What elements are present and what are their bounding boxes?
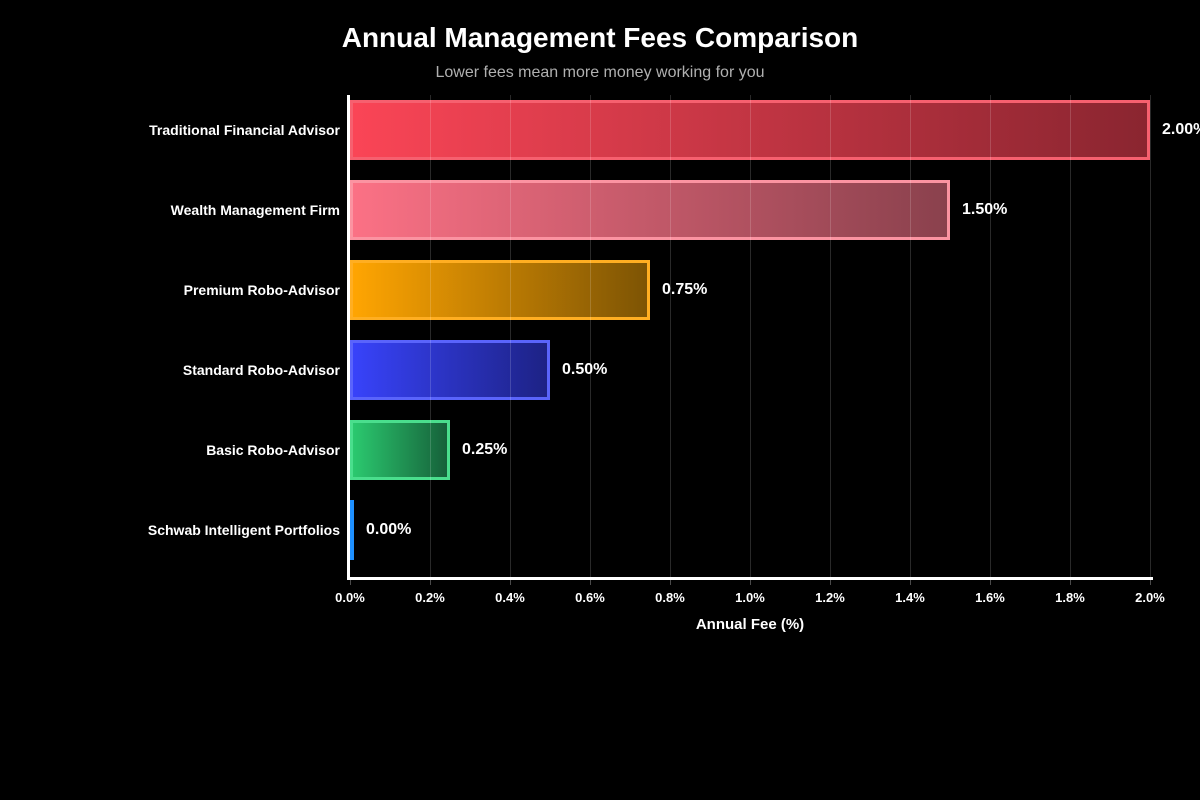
bar <box>350 100 1150 160</box>
x-tick-label: 1.6% <box>975 590 1005 605</box>
category-label: Schwab Intelligent Portfolios <box>147 522 340 538</box>
category-label: Traditional Financial Advisor <box>149 122 340 138</box>
x-axis-tick <box>350 580 351 585</box>
value-label: 0.75% <box>662 281 708 298</box>
x-axis-spine <box>347 577 1153 580</box>
x-tick-label: 1.2% <box>815 590 845 605</box>
category-label: Basic Robo-Advisor <box>206 442 340 458</box>
x-tick-label: 0.4% <box>495 590 525 605</box>
category-label: Premium Robo-Advisor <box>183 282 340 298</box>
x-axis-tick <box>590 580 591 585</box>
value-label: 2.00% <box>1162 121 1200 138</box>
bar <box>350 340 550 400</box>
gridline <box>509 95 511 577</box>
x-axis-tick <box>1070 580 1071 585</box>
x-axis-tick <box>750 580 751 585</box>
value-label: 0.00% <box>366 521 412 538</box>
value-label: 0.25% <box>462 441 508 458</box>
y-axis-spine <box>347 95 350 580</box>
x-axis-tick <box>990 580 991 585</box>
x-tick-label: 1.0% <box>735 590 765 605</box>
x-tick-label: 2.0% <box>1135 590 1165 605</box>
gridline <box>669 95 671 577</box>
x-tick-label: 1.4% <box>895 590 925 605</box>
gridline <box>1149 95 1151 577</box>
x-axis-label: Annual Fee (%) <box>695 616 805 633</box>
category-label: Standard Robo-Advisor <box>182 362 340 378</box>
x-axis-tick <box>910 580 911 585</box>
gridline <box>829 95 831 577</box>
x-tick-label: 0.8% <box>655 590 685 605</box>
gridline <box>749 95 751 577</box>
bar <box>350 420 450 480</box>
x-axis-tick <box>830 580 831 585</box>
value-label: 1.50% <box>962 201 1008 218</box>
bar <box>350 500 354 560</box>
chart-title: Annual Management Fees Comparison <box>341 22 859 53</box>
x-tick-label: 0.0% <box>335 590 365 605</box>
x-tick-label: 0.6% <box>575 590 605 605</box>
gridline <box>429 95 431 577</box>
gridline <box>989 95 991 577</box>
chart-subtitle: Lower fees mean more money working for y… <box>435 64 765 81</box>
x-axis-tick <box>430 580 431 585</box>
gridline <box>1069 95 1071 577</box>
value-label: 0.50% <box>562 361 608 378</box>
bar <box>350 260 650 320</box>
x-axis-tick <box>670 580 671 585</box>
gridline <box>589 95 591 577</box>
x-tick-label: 0.2% <box>415 590 445 605</box>
x-axis-tick <box>510 580 511 585</box>
category-label: Wealth Management Firm <box>170 202 340 218</box>
x-tick-label: 1.8% <box>1055 590 1085 605</box>
gridline <box>909 95 911 577</box>
x-axis-tick <box>1150 580 1151 585</box>
bar <box>350 180 950 240</box>
